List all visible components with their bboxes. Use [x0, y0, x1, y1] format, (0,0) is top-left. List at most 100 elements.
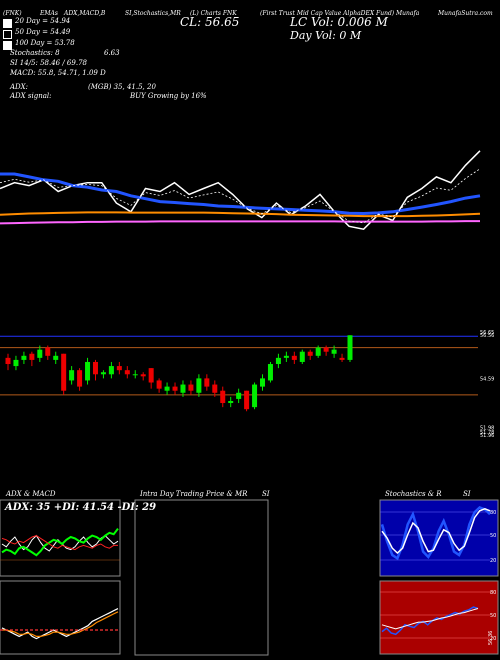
candle-body-12 [100, 372, 106, 375]
candle-body-19 [156, 380, 162, 389]
stoch-panel-si: SI [463, 490, 471, 498]
adx-signal-value: BUY Growing by 16% [130, 92, 207, 100]
candle-body-22 [180, 384, 186, 393]
dma-swatch-100 [3, 41, 12, 50]
si-note: 56.36 [488, 631, 494, 645]
stochastics-value: 6.63 [104, 49, 120, 57]
candle-body-31 [252, 384, 258, 408]
header-company: (First Trust Mid Cap Value AlphaDEX Fund… [260, 10, 420, 17]
candle-body-9 [77, 370, 83, 387]
ema-dotted-line [0, 168, 481, 224]
price-tick-4: 51.78 [480, 430, 494, 436]
adx-macd-title: ADX & MACD [6, 490, 56, 498]
dma-swatch-50 [3, 30, 12, 39]
ema-line-0 [0, 150, 481, 231]
candle-body-3 [29, 353, 35, 360]
si-tick-2: 20 [490, 636, 496, 642]
dma-20-label: 20 Day = 54.94 [15, 17, 71, 25]
adx-label: ADX: [10, 83, 29, 91]
candle-body-29 [236, 392, 242, 399]
adx-line-2 [1, 535, 118, 551]
ema-line-1 [0, 172, 481, 216]
candle-body-16 [132, 374, 138, 376]
stoch-tick-0: 80 [490, 510, 496, 516]
price-tick-1: 56.56 [480, 333, 494, 339]
adx-values: (MGB) 35, 41.5, 20 [88, 83, 156, 91]
price-tick-5: 51.96 [480, 433, 494, 439]
close-price: CL: 56.65 [180, 15, 240, 29]
stochastics-label: Stochastics: 8 [10, 49, 60, 57]
si-line-0 [381, 606, 479, 636]
stoch-tick-1: 50 [490, 533, 496, 539]
candle-body-25 [204, 378, 210, 387]
ema-line-2 [0, 211, 481, 218]
candle-body-5 [45, 347, 51, 356]
stoch-panel [379, 499, 499, 577]
stoch-line-0 [380, 505, 491, 561]
candle-body-23 [188, 384, 194, 391]
macd-panel [0, 580, 121, 655]
si-label: SI 14/5: 58.46 / 69.78 [10, 59, 87, 67]
macd-line-0 [1, 608, 119, 640]
candle-body-30 [244, 390, 250, 410]
price-tick-0: 56.65 [480, 330, 494, 336]
price-tick-3: 51.98 [480, 426, 494, 432]
candle-body-6 [53, 355, 59, 360]
candle-body-18 [148, 368, 154, 383]
candle-body-10 [85, 361, 91, 381]
candle-body-33 [267, 364, 273, 381]
candle-body-36 [291, 355, 297, 360]
header-adx: ADX,MACD,B [64, 10, 106, 17]
candle-body-39 [315, 347, 321, 356]
candle-body-8 [69, 370, 75, 381]
candle-body-4 [37, 349, 43, 358]
si-line-1 [381, 608, 479, 630]
header-sym: (FNK) [3, 10, 22, 17]
adx-line-1 [1, 527, 119, 557]
candle-body-11 [92, 361, 98, 375]
candle-body-37 [299, 351, 305, 362]
macd-label: MACD: 55.8, 54.71, 1.09 D [10, 69, 106, 77]
header-ema: EMAs [40, 10, 58, 17]
header-site: MunafaSutra.com [438, 10, 493, 17]
macd-line-1 [2, 611, 119, 638]
candle-body-0 [5, 357, 11, 365]
si-tick-1: 50 [490, 613, 496, 619]
candle-body-17 [140, 374, 146, 377]
adx-line-0 [1, 534, 119, 552]
candle-body-14 [116, 366, 122, 371]
lc-volume: LC Vol: 0.006 M [290, 15, 388, 29]
intraday-si-label: SI [262, 490, 270, 498]
dma-50-label: 50 Day = 54.49 [15, 28, 71, 36]
si-tick-0: 80 [490, 590, 496, 596]
stoch-tick-2: 20 [490, 558, 496, 564]
stoch-line-1 [381, 507, 491, 555]
price-tick-2: 54.59 [480, 376, 494, 382]
candle-body-13 [108, 366, 114, 375]
day-volume: Day Vol: 0 M [290, 29, 362, 42]
candle-body-26 [212, 384, 218, 393]
candle-body-34 [275, 357, 281, 365]
adx-panel-text: ADX: 35 +DI: 41.54 -DI: 29 [5, 502, 157, 513]
header-stoch: SI,Stochastics,MR [125, 10, 181, 17]
candle-body-43 [347, 335, 353, 360]
candle-body-1 [13, 359, 19, 367]
candle-body-32 [260, 378, 266, 387]
candle-body-40 [323, 347, 329, 352]
si-panel [379, 580, 499, 655]
candle-body-27 [220, 390, 226, 404]
intraday-panel [134, 499, 269, 656]
candle-body-24 [196, 378, 202, 393]
ema-line-3 [0, 220, 480, 225]
candle-body-35 [283, 355, 289, 358]
candle-body-41 [331, 349, 337, 354]
dma-100-label: 100 Day = 53.78 [15, 39, 75, 47]
candle-body-28 [228, 400, 234, 404]
candle-body-2 [21, 355, 27, 360]
adx-signal-label: ADX signal: [10, 92, 52, 100]
candle-body-38 [307, 351, 313, 356]
candle-body-21 [172, 386, 178, 391]
candle-body-20 [164, 386, 170, 391]
intraday-title: Intra Day Trading Price & MR [140, 490, 248, 498]
